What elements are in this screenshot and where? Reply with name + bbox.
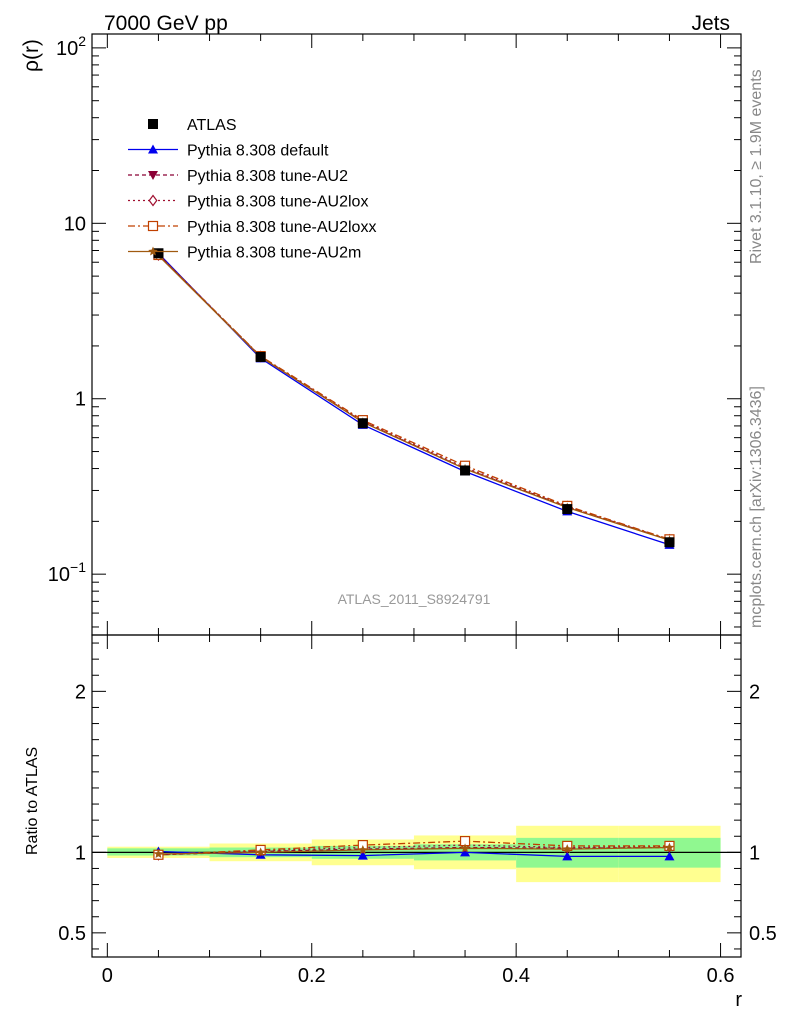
x-tick-label: 0.2 <box>298 965 326 987</box>
rivet-version-label: Rivet 3.1.10, ≥ 1.9M events <box>748 69 765 264</box>
ratio-ticks: 2 2 1 1 0.5 0.5 0 0.2 0.4 0.6 <box>58 635 777 987</box>
x-tick-label: 0 <box>102 965 113 987</box>
data-point <box>153 848 164 859</box>
data-point <box>255 351 266 362</box>
legend-item-3: Pythia 8.308 tune-AU2lox <box>128 194 368 211</box>
series-line <box>158 846 670 855</box>
data-point <box>358 844 368 854</box>
legend-marker <box>147 220 159 232</box>
data-point <box>664 537 675 548</box>
x-axis-label: r <box>735 989 742 1011</box>
series-1 <box>153 250 675 545</box>
ratio-panel: 2 2 1 1 0.5 0.5 0 0.2 0.4 0.6 <box>58 634 777 987</box>
series-0 <box>153 248 675 549</box>
legend-label: Pythia 8.308 tune-AU2loxx <box>187 219 376 236</box>
legend-marker <box>148 246 158 256</box>
y-tick-label: 102 <box>56 33 86 60</box>
series-line <box>157 254 670 540</box>
legend-item-5: Pythia 8.308 tune-AU2m <box>128 245 361 262</box>
data-point <box>664 842 675 852</box>
legend-label: ATLAS <box>187 117 237 134</box>
series-line <box>158 844 670 856</box>
x-tick-label: 0.4 <box>502 965 530 987</box>
legend-label: Pythia 8.308 tune-AU2m <box>187 245 361 262</box>
data-point <box>255 847 266 857</box>
series-line <box>157 253 670 541</box>
legend-item-2: Pythia 8.308 tune-AU2 <box>128 168 348 185</box>
series-2 <box>153 248 674 546</box>
y-tick-label-exponent: 2 <box>78 33 86 49</box>
ratio-ylabel: Ratio to ATLAS <box>24 747 41 855</box>
y-tick-label-exponent: −1 <box>70 559 86 575</box>
ratio-y-tick-label-right: 1 <box>749 842 760 864</box>
data-point <box>357 418 368 429</box>
y-tick-label-mantissa: 10 <box>56 38 78 60</box>
y-tick-label-mantissa: 10 <box>48 564 70 586</box>
main-ylabel: ρ(r) <box>20 39 43 72</box>
y-tick-label: 10−1 <box>48 559 86 586</box>
series-4 <box>153 250 675 545</box>
analysis-watermark: ATLAS_2011_S8924791 <box>338 591 491 607</box>
y-tick-label: 1 <box>75 389 86 411</box>
legend-marker <box>148 171 158 180</box>
legend-item-0: ATLAS <box>148 117 237 134</box>
legend-label: Pythia 8.308 default <box>187 143 329 160</box>
legend-marker <box>148 119 158 129</box>
series-line <box>158 850 670 858</box>
data-point <box>664 851 675 861</box>
header-left-label: 7000 GeV pp <box>104 12 228 35</box>
series-line <box>157 254 670 541</box>
ratio-y-tick-label-left: 2 <box>75 681 86 703</box>
data-point <box>562 851 573 861</box>
data-point <box>562 504 573 515</box>
y-tick-label: 10 <box>64 213 86 235</box>
legend-label: Pythia 8.308 tune-AU2lox <box>187 194 368 211</box>
ratio-y-tick-label-left: 1 <box>75 842 86 864</box>
data-point <box>357 850 368 860</box>
series-line <box>157 252 670 546</box>
legend: ATLAS Pythia 8.308 default Pythia 8.308 tu… <box>128 117 376 262</box>
series-5 <box>153 842 675 859</box>
ratio-y-tick-label-right: 2 <box>749 681 760 703</box>
x-tick-label: 0.6 <box>707 965 735 987</box>
data-point <box>460 465 471 476</box>
data-point <box>562 844 573 854</box>
legend-item-1: Pythia 8.308 default <box>128 143 329 160</box>
legend-item-4: Pythia 8.308 tune-AU2loxx <box>128 219 376 236</box>
series-3 <box>153 249 675 545</box>
legend-label: Pythia 8.308 tune-AU2 <box>187 168 348 185</box>
ratio-y-tick-label-right: 0.5 <box>749 923 777 945</box>
legend-marker <box>148 194 158 207</box>
data-point <box>460 843 470 853</box>
ratio-y-tick-label-left: 0.5 <box>58 923 86 945</box>
series-5 <box>153 248 675 548</box>
data-point <box>153 248 164 259</box>
ratio-frame <box>91 634 742 958</box>
mcplots-label: mcplots.cern.ch [arXiv:1306.3436] <box>748 386 765 628</box>
series-line <box>158 840 670 856</box>
legend-marker <box>148 144 158 154</box>
series-line <box>157 255 670 541</box>
header-right-label: Jets <box>691 12 730 35</box>
